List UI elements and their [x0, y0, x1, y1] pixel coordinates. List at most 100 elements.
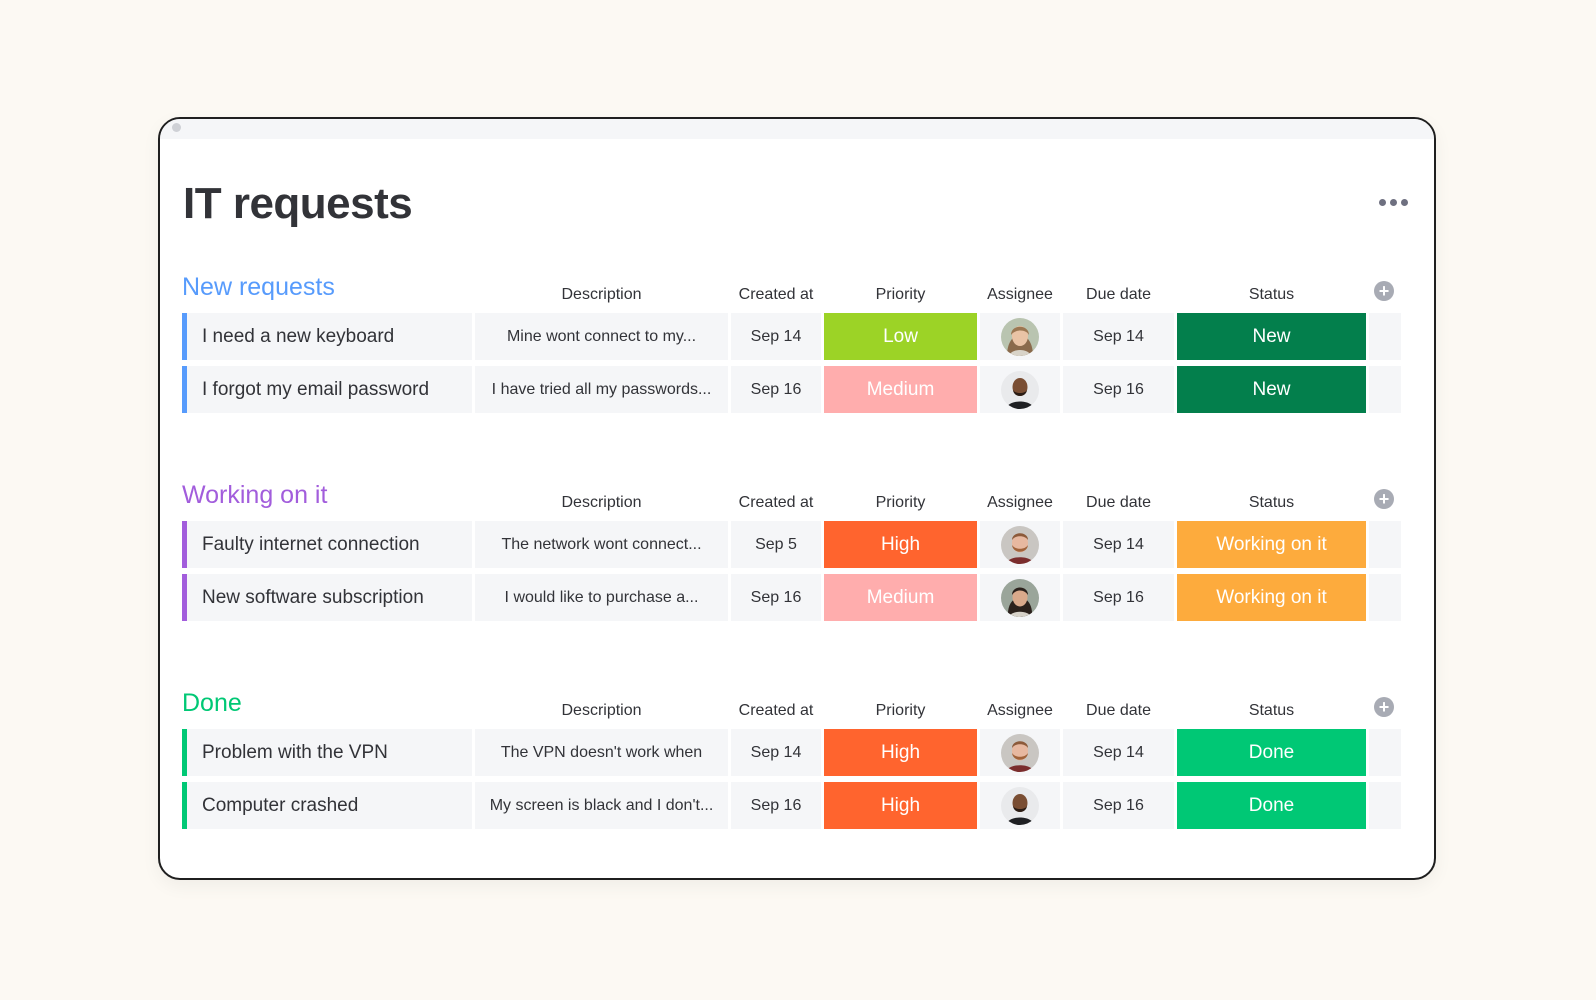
item-name[interactable]: I need a new keyboard	[182, 313, 472, 360]
avatar[interactable]	[1001, 578, 1039, 617]
item-name-label: I forgot my email password	[202, 378, 430, 400]
column-header-priority[interactable]: Priority	[875, 494, 926, 511]
table-row[interactable]: Problem with the VPN The VPN doesn't work…	[182, 729, 1412, 776]
column-header-status[interactable]: Status	[1248, 286, 1295, 303]
priority-label[interactable]: Medium	[824, 574, 977, 621]
table-row[interactable]: I need a new keyboard Mine wont connect t…	[182, 313, 1412, 360]
due-date-cell[interactable]: Sep 14	[1063, 521, 1174, 568]
window-top-strip	[160, 119, 1434, 139]
group-color-bar	[182, 729, 187, 776]
assignee-cell[interactable]	[980, 574, 1060, 621]
row-extra-cell	[1369, 782, 1401, 829]
row-extra-cell	[1369, 729, 1401, 776]
created-at-cell[interactable]: Sep 14	[731, 313, 821, 360]
column-header-priority[interactable]: Priority	[875, 286, 926, 303]
status-label[interactable]: New	[1177, 366, 1366, 413]
column-header-priority[interactable]: Priority	[875, 702, 926, 719]
column-header-created-at[interactable]: Created at	[738, 702, 814, 719]
due-date-cell[interactable]: Sep 16	[1063, 574, 1174, 621]
assignee-cell[interactable]	[980, 521, 1060, 568]
add-column-icon[interactable]: +	[1374, 281, 1394, 301]
priority-label[interactable]: High	[824, 782, 977, 829]
column-header-due-date[interactable]: Due date	[1086, 286, 1151, 303]
group-title[interactable]: New requests	[182, 273, 335, 301]
group-header: Working on it Description Created at Priori…	[182, 477, 1412, 521]
assignee-cell[interactable]	[980, 782, 1060, 829]
description-cell[interactable]: I have tried all my passwords...	[475, 366, 728, 413]
description-cell[interactable]: The network wont connect...	[475, 521, 728, 568]
status-label[interactable]: Working on it	[1177, 574, 1366, 621]
item-name-label: I need a new keyboard	[202, 325, 395, 347]
avatar[interactable]	[1001, 525, 1039, 564]
column-header-due-date[interactable]: Due date	[1086, 702, 1151, 719]
status-label[interactable]: New	[1177, 313, 1366, 360]
column-header-due-date[interactable]: Due date	[1086, 494, 1151, 511]
column-header-created-at[interactable]: Created at	[738, 494, 814, 511]
row-extra-cell	[1369, 366, 1401, 413]
description-cell[interactable]: The VPN doesn't work when	[475, 729, 728, 776]
column-header-status[interactable]: Status	[1248, 494, 1295, 511]
table-row[interactable]: New software subscription I would like to…	[182, 574, 1412, 621]
due-date-cell[interactable]: Sep 16	[1063, 782, 1174, 829]
due-date-cell[interactable]: Sep 16	[1063, 366, 1174, 413]
item-name[interactable]: Faulty internet connection	[182, 521, 472, 568]
due-date-cell[interactable]: Sep 14	[1063, 313, 1174, 360]
item-name-label: Faulty internet connection	[202, 533, 420, 555]
column-header-description[interactable]: Description	[561, 702, 642, 719]
description-cell[interactable]: I would like to purchase a...	[475, 574, 728, 621]
avatar[interactable]	[1001, 733, 1039, 772]
row-extra-cell	[1369, 521, 1401, 568]
group-title[interactable]: Done	[182, 689, 242, 717]
row-extra-cell	[1369, 313, 1401, 360]
group-new-requests: New requests Description Created at Priorit…	[182, 269, 1412, 419]
description-cell[interactable]: My screen is black and I don't...	[475, 782, 728, 829]
priority-label[interactable]: High	[824, 729, 977, 776]
table-row[interactable]: I forgot my email password I have tried a…	[182, 366, 1412, 413]
column-header-description[interactable]: Description	[561, 494, 642, 511]
column-header-created-at[interactable]: Created at	[738, 286, 814, 303]
item-name-label: Problem with the VPN	[202, 741, 388, 763]
priority-label[interactable]: High	[824, 521, 977, 568]
table-row[interactable]: Faulty internet connection The network wo…	[182, 521, 1412, 568]
group-header: New requests Description Created at Priorit…	[182, 269, 1412, 313]
status-label[interactable]: Done	[1177, 782, 1366, 829]
item-name[interactable]: I forgot my email password	[182, 366, 472, 413]
created-at-cell[interactable]: Sep 16	[731, 782, 821, 829]
description-cell[interactable]: Mine wont connect to my...	[475, 313, 728, 360]
assignee-cell[interactable]	[980, 313, 1060, 360]
item-name[interactable]: New software subscription	[182, 574, 472, 621]
priority-label[interactable]: Low	[824, 313, 977, 360]
more-options-icon[interactable]	[1375, 195, 1412, 210]
status-label[interactable]: Working on it	[1177, 521, 1366, 568]
created-at-cell[interactable]: Sep 16	[731, 366, 821, 413]
add-column-icon[interactable]: +	[1374, 697, 1394, 717]
created-at-cell[interactable]: Sep 14	[731, 729, 821, 776]
priority-label[interactable]: Medium	[824, 366, 977, 413]
column-header-assignee[interactable]: Assignee	[987, 286, 1053, 303]
assignee-cell[interactable]	[980, 366, 1060, 413]
created-at-cell[interactable]: Sep 16	[731, 574, 821, 621]
add-column-icon[interactable]: +	[1374, 489, 1394, 509]
page-title: IT requests	[183, 179, 413, 228]
item-name[interactable]: Computer crashed	[182, 782, 472, 829]
status-label[interactable]: Done	[1177, 729, 1366, 776]
group-done: Done Description Created at Priority Assigne…	[182, 685, 1412, 835]
group-header: Done Description Created at Priority Assigne…	[182, 685, 1412, 729]
group-working-on-it: Working on it Description Created at Priori…	[182, 477, 1412, 627]
group-color-bar	[182, 782, 187, 829]
column-header-description[interactable]: Description	[561, 286, 642, 303]
column-header-assignee[interactable]: Assignee	[987, 494, 1053, 511]
item-name[interactable]: Problem with the VPN	[182, 729, 472, 776]
avatar[interactable]	[1001, 317, 1039, 356]
group-title[interactable]: Working on it	[182, 481, 328, 509]
avatar[interactable]	[1001, 370, 1039, 409]
table-row[interactable]: Computer crashed My screen is black and I…	[182, 782, 1412, 829]
column-header-status[interactable]: Status	[1248, 702, 1295, 719]
created-at-cell[interactable]: Sep 5	[731, 521, 821, 568]
assignee-cell[interactable]	[980, 729, 1060, 776]
avatar[interactable]	[1001, 786, 1039, 825]
row-extra-cell	[1369, 574, 1401, 621]
item-name-label: New software subscription	[202, 586, 424, 608]
column-header-assignee[interactable]: Assignee	[987, 702, 1053, 719]
due-date-cell[interactable]: Sep 14	[1063, 729, 1174, 776]
